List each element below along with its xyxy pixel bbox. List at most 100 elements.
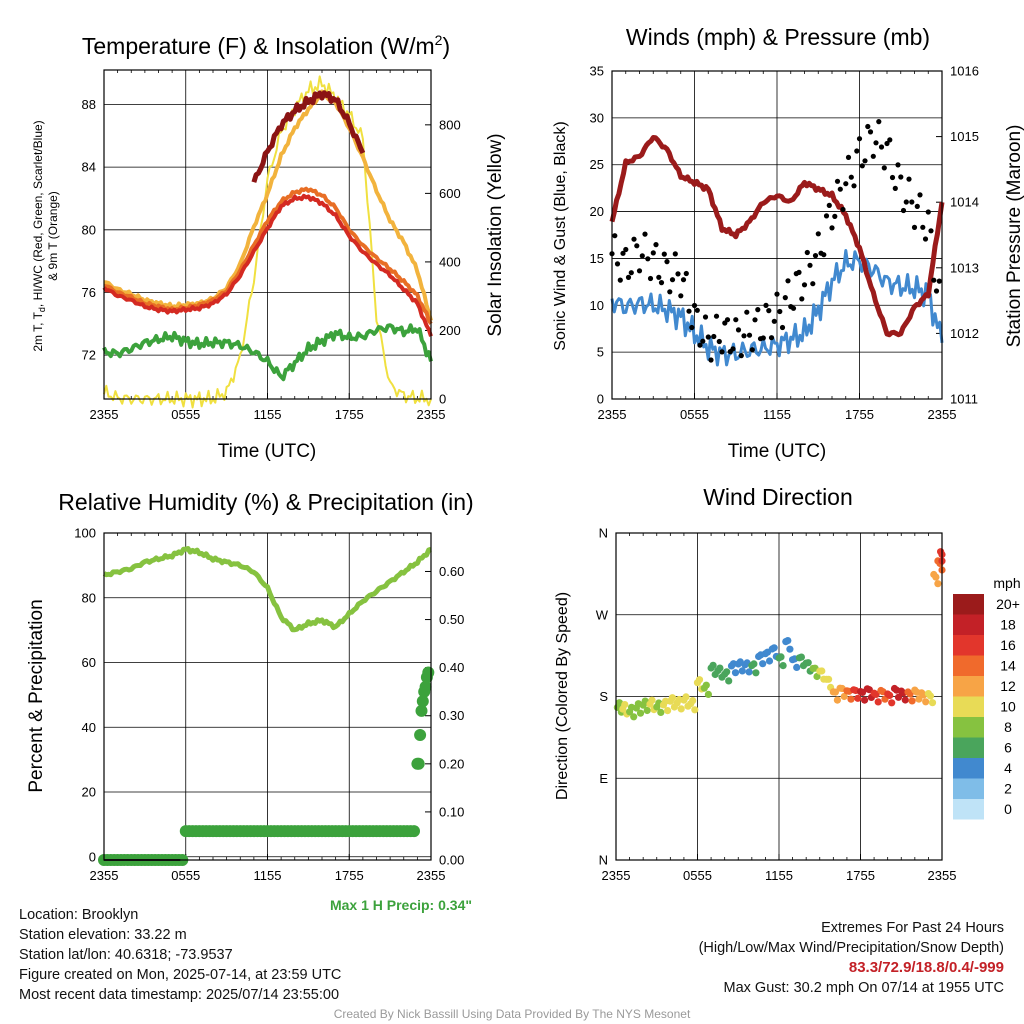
direction-point [691,706,699,714]
y-tick-label: 5 [597,345,604,360]
chart-title: Wind Direction [703,484,853,510]
gust-point [867,129,874,135]
direction-point [777,653,785,661]
legend-swatch [953,696,984,717]
y-tick-label: 100 [74,526,96,541]
gust-point [617,277,623,283]
legend-label: 6 [1004,740,1012,756]
legend-swatch [953,737,984,758]
direction-point [854,694,862,702]
recent-timestamp: Most recent data timestamp: 2025/07/14 2… [19,987,340,1003]
gust-point [936,278,942,284]
gust-point [664,259,670,265]
gust-point [848,174,854,180]
gust-point [931,277,937,283]
chart-title: Relative Humidity (%) & Precipitation (i… [58,489,473,515]
precip-point [419,680,432,693]
gust-point [713,313,720,319]
gust-point [625,274,632,280]
direction-point [702,681,710,689]
extremes-values: 83.3/72.9/18.8/0.4/-999 [848,959,1004,976]
direction-point [731,669,740,677]
extremes-title: Extremes For Past 24 Hours [821,920,1004,936]
legend-swatch [953,799,984,820]
direction-point [926,692,935,700]
gust-point [623,246,629,253]
gust-point [862,158,868,164]
y2-tick-label: 0.40 [439,660,464,675]
legend-swatch [953,614,984,635]
gust-point [884,140,890,147]
gust-point [639,253,645,259]
figure-created: Figure created on Mon, 2025-07-14, at 23… [19,967,342,983]
precip-point [415,704,428,717]
gust-point [752,317,758,323]
x-tick-label: 1155 [765,868,793,883]
x-axis-label: Time (UTC) [218,441,317,462]
y2-tick-label: 400 [439,254,461,269]
precip-point [422,666,435,679]
gust-point [702,314,709,320]
direction-point [677,705,685,713]
chart-title: Temperature (F) & Insolation (W/m2) [82,32,450,59]
direction-point [657,708,665,717]
gust-point [881,165,887,171]
gust-point [620,250,626,256]
y-tick-label: 80 [82,590,96,605]
gust-point [628,270,634,276]
direction-point [745,668,753,676]
gust-point [766,308,772,314]
y2-tick-label: 0.20 [439,756,464,771]
gust-point [634,243,640,249]
gust-point [724,317,731,323]
direction-point [908,697,916,705]
y-axis-label: Direction (Colored By Speed) [554,592,571,800]
direction-point [648,696,656,704]
pressure-line [609,135,945,338]
gust-point [889,174,896,181]
gust-point [914,203,920,209]
y-tick-label: 40 [82,720,96,735]
direction-point [804,659,812,667]
gust-point [694,307,700,313]
y2-tick-label: 600 [439,186,461,201]
speed-color-legend: mph 20+ 18 16 14 12 10 8 6 4 2 0 [953,575,1021,820]
direction-point [664,707,672,715]
gust-point [810,281,816,287]
gust-point [730,346,736,352]
gust-point [928,228,934,234]
legend-swatch [953,676,984,697]
gust-point [840,206,846,213]
direction-point [818,667,826,675]
direction-point [689,697,697,705]
y2-tick-label: 200 [439,323,461,338]
direction-point [833,696,842,704]
gust-point [738,353,744,359]
x-tick-label: 1155 [763,407,791,422]
gust-point [834,178,841,184]
gust-point [661,251,667,257]
direction-point [709,661,717,669]
gust-point [636,268,643,274]
direction-point [840,692,848,701]
y2-tick-label: 0.60 [439,564,464,579]
direction-point [750,660,758,668]
y-axis-label-line2: & 9m T (Orange) [46,191,60,281]
direction-point [759,660,767,668]
station-info: Location: Brooklyn Station elevation: 33… [19,905,341,1005]
x-tick-label: 1155 [254,868,282,883]
gust-point [898,174,904,180]
gust-point [645,256,651,262]
direction-point [793,663,801,672]
y-tick-label: S [599,689,608,704]
y-tick-label: 84 [82,160,96,175]
gust-point [900,207,907,214]
x-tick-label: 2355 [90,407,119,422]
direction-point [922,698,930,706]
direction-point [770,644,778,652]
series-line [103,75,432,409]
legend-label: 8 [1004,719,1012,735]
gust-point [873,140,879,146]
y-tick-label: 0 [597,392,604,407]
direction-point [643,706,651,715]
